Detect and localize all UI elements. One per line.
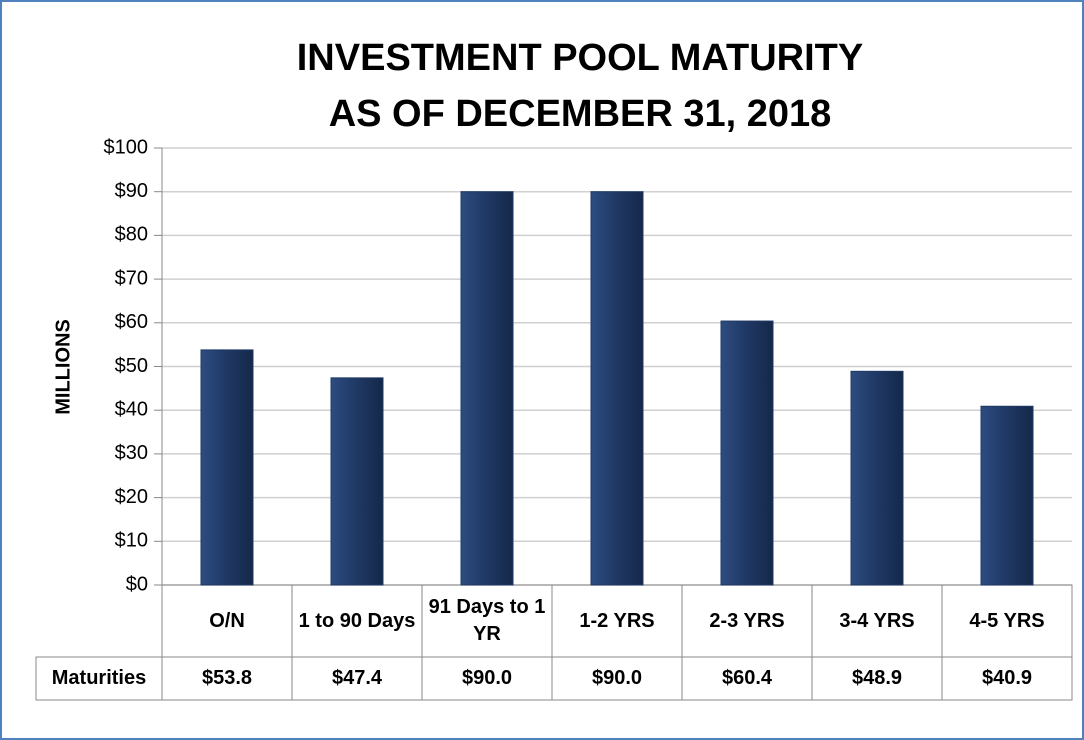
x-tick-label: 1 to 90 Days (298, 609, 416, 632)
x-tick-label: 2-3 YRS (709, 609, 785, 632)
x-tick-label: 91 Days to 1 YR (428, 596, 546, 645)
y-tick-label: $50 (115, 355, 148, 377)
bar (200, 349, 254, 586)
x-tick-label: 1-2 YRS (579, 609, 655, 632)
row-header-border (35, 656, 163, 701)
bar (590, 191, 644, 586)
y-tick-label: $10 (115, 530, 148, 552)
bar (850, 370, 904, 586)
y-tick-label: $20 (115, 486, 148, 508)
bar (460, 191, 514, 586)
table-value: $48.9 (851, 667, 903, 689)
x-tick-label: O/N (209, 609, 245, 632)
row-header: Maturities (51, 667, 147, 689)
table-value: $90.0 (461, 667, 513, 689)
y-tick-label: $100 (104, 136, 149, 158)
bar (980, 405, 1034, 586)
y-tick-label: $70 (115, 267, 148, 289)
x-tick-label: 3-4 YRS (839, 609, 915, 632)
y-tick-label: $30 (115, 442, 148, 464)
table-value: $40.9 (981, 667, 1033, 689)
table-value: $47.4 (331, 667, 383, 689)
y-tick-label: $60 (115, 311, 148, 333)
table-value: $53.8 (201, 667, 253, 689)
y-axis-label: MILLIONS (52, 319, 74, 415)
y-tick-label: $90 (115, 180, 148, 202)
chart-title: INVESTMENT POOL MATURITY (297, 37, 864, 79)
chart-subtitle: AS OF DECEMBER 31, 2018 (329, 93, 832, 135)
y-tick-label: $80 (115, 224, 148, 246)
table-value: $60.4 (721, 667, 773, 689)
x-tick-label: 4-5 YRS (969, 609, 1045, 632)
bar (720, 320, 774, 586)
y-tick-label: $0 (126, 573, 148, 595)
y-tick-label: $40 (115, 398, 148, 420)
table-value: $90.0 (591, 667, 643, 689)
bar (330, 377, 384, 586)
